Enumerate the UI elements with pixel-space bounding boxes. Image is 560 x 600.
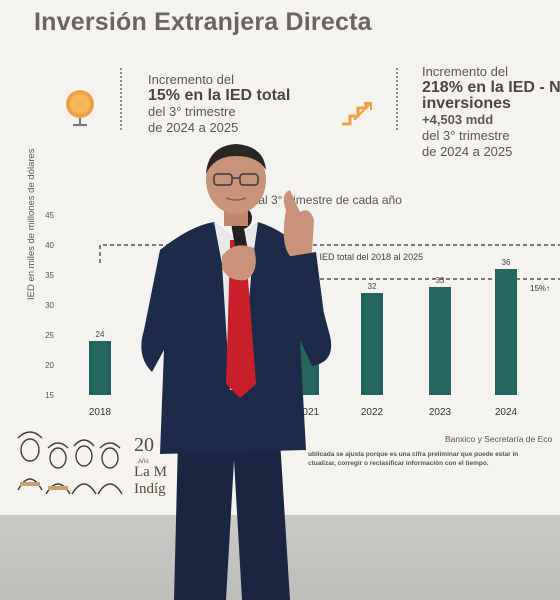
stairs-up-icon — [342, 102, 372, 126]
speaker-hair — [206, 144, 266, 174]
stat-2-headline: 218% en la IED - N — [422, 79, 560, 96]
bar — [89, 341, 111, 395]
stat-1: Incremento del 15% en la IED total del 3… — [148, 72, 290, 136]
source-note: Banxico y Secretaría de Eco — [445, 434, 553, 444]
y-tick-label: 15 — [45, 391, 54, 400]
logo-small-text: Año — [138, 459, 149, 465]
y-tick-label: 20 — [45, 361, 54, 370]
x-tick-label: 2024 — [495, 407, 518, 418]
speaker-head — [206, 146, 266, 214]
bar — [429, 287, 451, 395]
speaker-right-hand — [283, 190, 314, 259]
slide-title: Inversión Extranjera Directa — [34, 8, 372, 36]
y-tick-label: 40 — [45, 241, 54, 250]
y-tick-label: 35 — [45, 271, 54, 280]
speaker-person — [141, 144, 332, 600]
y-tick-label: 30 — [45, 301, 54, 310]
stat-1-line1: Incremento del — [148, 72, 234, 87]
stat-2-line1: Incremento del — [422, 64, 508, 79]
logo-year: 20 — [134, 434, 154, 456]
sun-globe-icon — [66, 90, 94, 126]
speaker-tie — [226, 240, 256, 398]
y-tick-label: 45 — [45, 211, 54, 220]
speaker-glasses — [213, 173, 259, 186]
stat-2-line5: del 3° trimestre — [422, 128, 510, 143]
logo-line-2: Indíg — [134, 481, 166, 497]
dashed-reference-line — [99, 244, 560, 263]
x-tick-label: 2021 — [297, 407, 320, 418]
stat-1-headline: 15% en la IED total — [148, 87, 291, 104]
x-tick-label: 2018 — [89, 407, 112, 418]
indigenous-women-logo — [17, 431, 123, 495]
fine-print-line2: ctualizar, corregir o reclasificar infor… — [308, 460, 489, 467]
stat-1-line4: de 2024 a 2025 — [148, 120, 239, 135]
stat-2: Incremento del 218% en la IED - N invers… — [422, 64, 560, 160]
stat-divider-1 — [120, 68, 122, 130]
x-tick-label: 2023 — [429, 407, 452, 418]
x-tick-label: 2022 — [361, 407, 384, 418]
fine-print-line1: ublicada se ajusta porque es una cifra p… — [308, 451, 519, 458]
bar-value-label: 36 — [502, 258, 511, 267]
bar-value-label: 33 — [436, 276, 445, 285]
stat-2-amount: +4,503 mdd — [422, 112, 494, 127]
stat-divider-2 — [396, 68, 398, 130]
chart-annotation: la IED total del 2018 al 2025 — [310, 252, 424, 262]
bar — [495, 269, 517, 395]
percent-badge: 15%↑ — [530, 284, 551, 293]
stat-2-line6: de 2024 a 2025 — [422, 144, 513, 159]
speaker-trousers — [174, 440, 290, 600]
bar-value-label: 24 — [96, 330, 105, 339]
stat-1-line3: del 3° trimestre — [148, 104, 236, 119]
bar-value-label: 32 — [368, 282, 377, 291]
fine-print: ublicada se ajusta porque es una cifra p… — [308, 450, 518, 468]
logo-line-1: La M — [134, 464, 167, 480]
speaker-left-hand — [222, 245, 256, 281]
y-tick-label: 25 — [45, 331, 54, 340]
stat-2-line3: inversiones — [422, 95, 511, 112]
bar — [361, 293, 383, 395]
